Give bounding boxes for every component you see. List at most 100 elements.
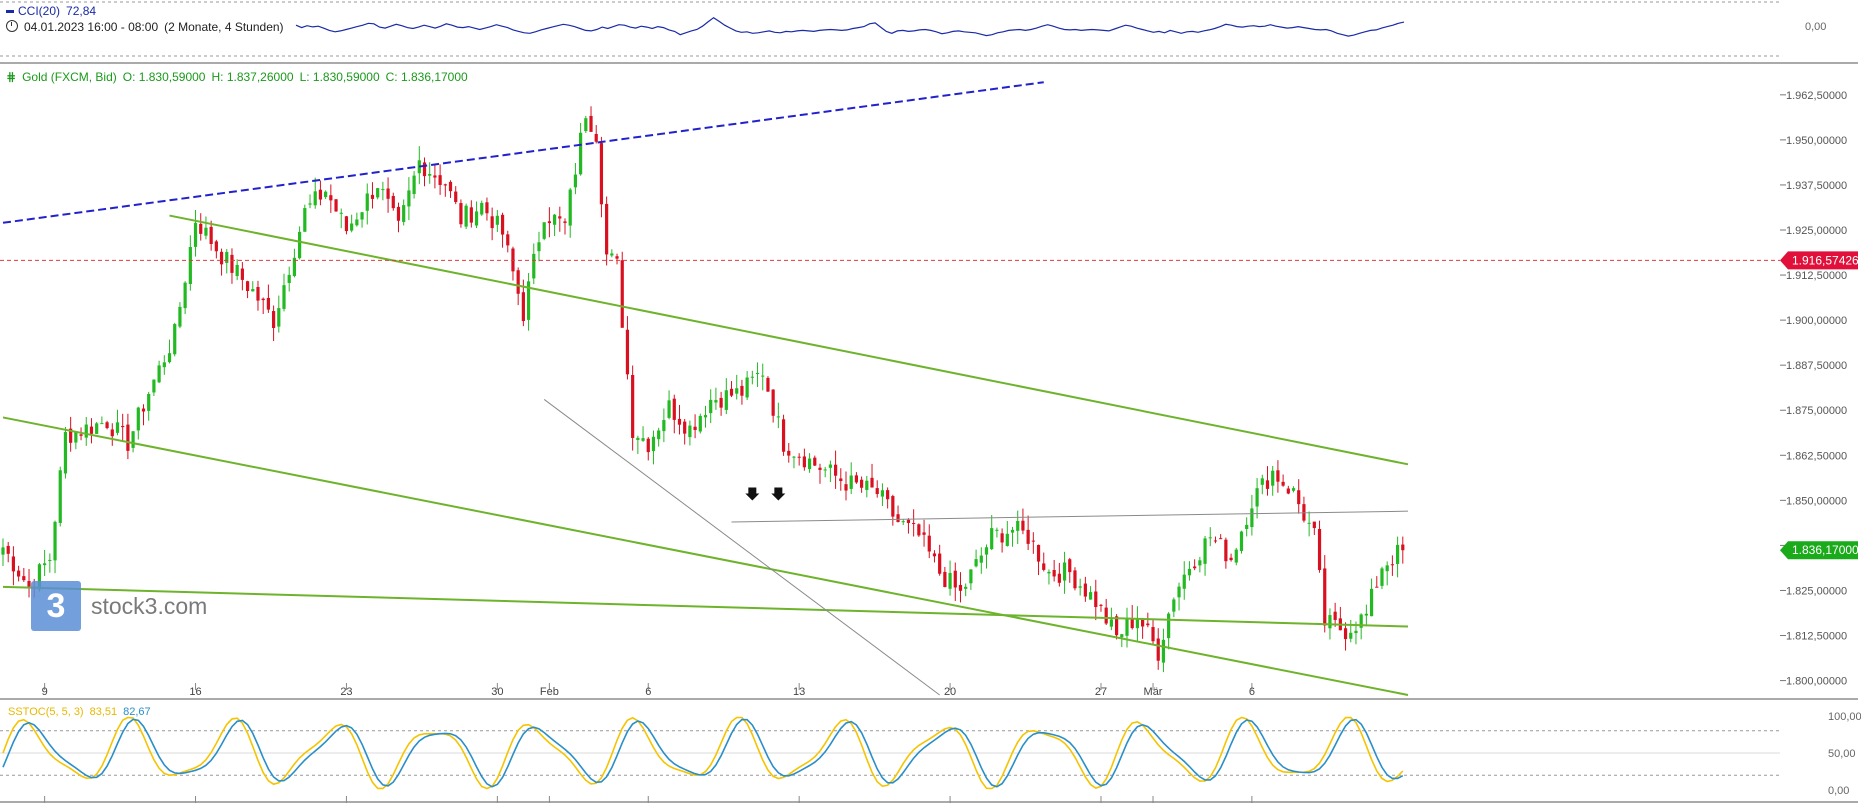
candle-body xyxy=(1073,570,1077,589)
candle-body xyxy=(251,289,255,292)
x-tick-label: 13 xyxy=(793,686,805,698)
candle-body xyxy=(1229,557,1233,561)
candle-body xyxy=(376,188,380,198)
candle-body xyxy=(1390,564,1394,566)
candle-body xyxy=(709,399,713,414)
candle-body xyxy=(552,214,557,225)
middle-channel-line xyxy=(2,416,1409,696)
candle-body xyxy=(1250,508,1254,528)
candle-body xyxy=(1,547,5,555)
cci-name: CCI(20) xyxy=(18,4,61,18)
candle-body xyxy=(594,134,598,142)
candle-body xyxy=(964,586,968,589)
candle-body xyxy=(282,285,286,309)
x-tick-label: 9 xyxy=(42,686,48,698)
candle-body xyxy=(350,223,354,231)
candle-body xyxy=(1234,549,1238,563)
candle-body xyxy=(183,282,187,309)
x-tick-label: Mär xyxy=(1144,686,1163,698)
candle-body xyxy=(459,203,463,225)
y-tick-label: 1.850,00000 xyxy=(1786,495,1847,507)
candle-body xyxy=(1307,522,1311,524)
candle-body xyxy=(193,222,198,247)
candle-body xyxy=(854,475,859,483)
candle-body xyxy=(339,212,343,214)
candle-body xyxy=(735,388,739,394)
candle-body xyxy=(755,372,760,374)
candle-body xyxy=(303,208,307,232)
candle-body xyxy=(391,195,395,209)
candle-body xyxy=(516,270,520,294)
candle-body xyxy=(22,576,26,581)
candle-body xyxy=(1224,539,1228,562)
candlestick-icon: ⋕ xyxy=(6,70,17,84)
candle-body xyxy=(407,190,411,207)
candle-body xyxy=(110,429,114,437)
timerange-value: 04.01.2023 16:00 - 08:00 xyxy=(24,20,159,34)
instrument-name: Gold (FXCM, Bid) xyxy=(22,70,117,84)
candle-body xyxy=(214,241,218,252)
candle-body xyxy=(1135,619,1140,629)
candle-body xyxy=(823,469,827,471)
candle-body xyxy=(199,223,203,234)
candle-body xyxy=(953,570,957,588)
candle-body xyxy=(480,202,484,215)
candle-body xyxy=(646,438,650,453)
candle-body xyxy=(703,415,708,418)
candle-body xyxy=(131,431,135,448)
candle-body xyxy=(974,559,978,567)
candle-body xyxy=(74,431,78,443)
candle-body xyxy=(79,434,83,436)
candle-body xyxy=(631,375,635,438)
candle-body xyxy=(599,143,604,205)
candle-body xyxy=(313,191,317,206)
candle-body xyxy=(141,408,146,412)
candle-body xyxy=(11,556,16,572)
candle-body xyxy=(1010,529,1015,533)
candle-body xyxy=(1271,470,1275,486)
high-value: H: 1.837,26000 xyxy=(211,70,294,84)
candle-body xyxy=(63,432,68,474)
candle-body xyxy=(136,407,140,431)
candle-body xyxy=(1193,566,1197,569)
candle-body xyxy=(761,375,765,377)
candle-body xyxy=(610,253,614,256)
candle-body xyxy=(386,188,390,199)
candle-body xyxy=(1395,544,1400,564)
candle-body xyxy=(1265,480,1270,489)
candle-body xyxy=(48,559,52,561)
candle-body xyxy=(381,189,385,191)
candle-body xyxy=(58,470,62,523)
candle-body xyxy=(204,227,208,236)
candle-body xyxy=(308,203,312,205)
candle-body xyxy=(667,400,671,418)
x-tick-label: 6 xyxy=(1249,686,1255,698)
candle-body xyxy=(724,390,728,410)
open-value: O: 1.830,59000 xyxy=(122,70,206,84)
candle-body xyxy=(641,438,645,441)
candle-body xyxy=(636,437,640,440)
candle-body xyxy=(1094,591,1098,608)
candle-body xyxy=(1276,470,1280,482)
candle-body xyxy=(1198,560,1202,566)
candle-body xyxy=(802,456,806,468)
candle-body xyxy=(261,298,265,301)
candle-body xyxy=(1333,611,1337,620)
candle-body xyxy=(324,191,328,198)
candle-body xyxy=(521,292,525,322)
candle-body xyxy=(558,216,562,219)
last-price-tag xyxy=(1780,541,1858,560)
candle-body xyxy=(620,260,624,328)
candle-body xyxy=(412,175,416,194)
stoch-y-label: 0,00 xyxy=(1828,785,1849,797)
candle-body xyxy=(839,478,843,482)
instrument-legend: ⋕ Gold (FXCM, Bid) O: 1.830,59000 H: 1.837,… xyxy=(6,70,474,84)
candle-body xyxy=(771,389,775,416)
candle-body xyxy=(167,353,172,363)
candle-body xyxy=(69,428,73,443)
candle-body xyxy=(1245,524,1249,529)
candle-body xyxy=(662,420,666,432)
candle-body xyxy=(1005,533,1009,546)
